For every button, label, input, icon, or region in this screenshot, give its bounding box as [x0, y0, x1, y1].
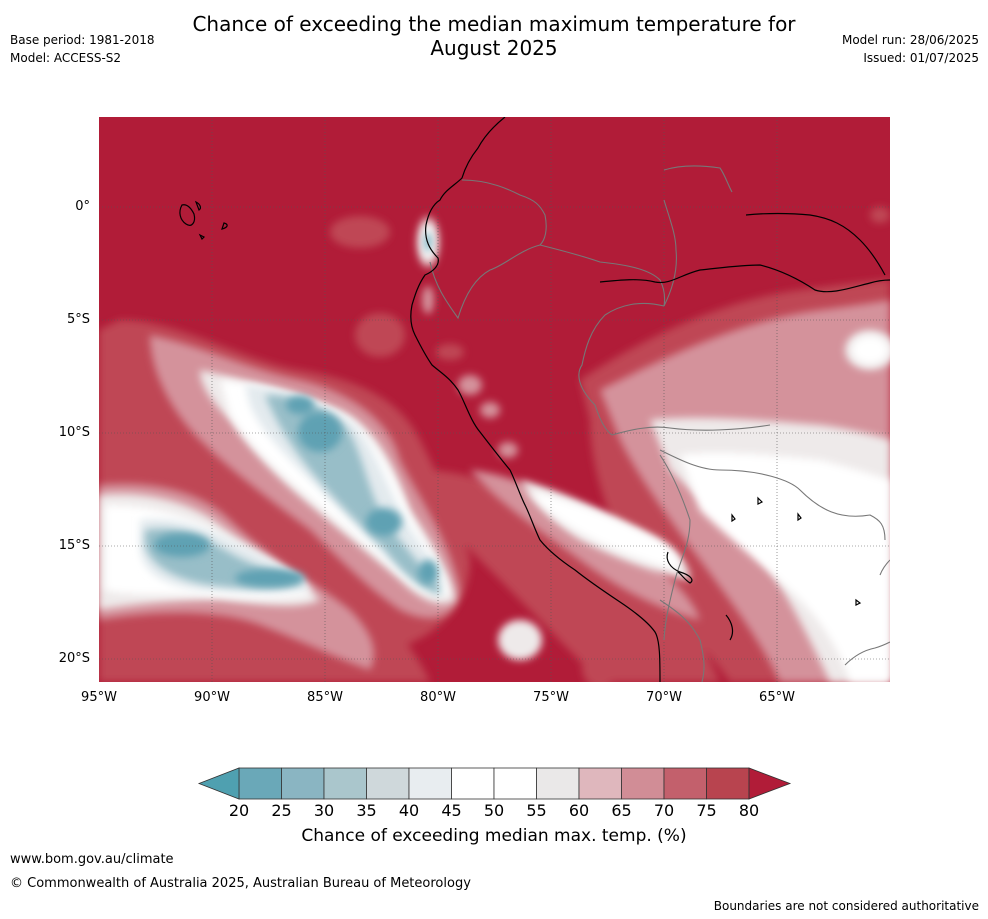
colorbar [197, 767, 792, 800]
colorbar-tick: 40 [398, 801, 420, 820]
lon-label-95w: 95°W [81, 690, 117, 705]
colorbar-cell [536, 767, 580, 800]
colorbar-tick: 60 [568, 801, 590, 820]
lon-label-80w: 80°W [420, 690, 456, 705]
colorbar-cell [451, 767, 495, 800]
colorbar-tick: 50 [483, 801, 505, 820]
lat-label-0: 0° [75, 199, 90, 214]
colorbar-tick: 80 [738, 801, 760, 820]
colorbar-tick: 70 [653, 801, 675, 820]
colorbar-cell [621, 767, 665, 800]
lat-label-20s: 20°S [58, 651, 90, 666]
colorbar-tick: 65 [611, 801, 632, 820]
map-title: Chance of exceeding the median maximum t… [150, 12, 838, 60]
colorbar-cell [663, 767, 707, 800]
bom-url: www.bom.gov.au/climate [10, 852, 174, 867]
graticule [99, 117, 890, 682]
country-borders [429, 165, 890, 682]
model-name: Model: ACCESS-S2 [10, 51, 122, 65]
colorbar-cell [408, 767, 452, 800]
colorbar-above-triangle [748, 767, 792, 800]
copyright: © Commonwealth of Australia 2025, Austra… [10, 876, 471, 891]
colorbar-cell [366, 767, 410, 800]
lon-label-75w: 75°W [533, 690, 569, 705]
colorbar-below-triangle [197, 767, 240, 800]
colorbar-tick: 35 [356, 801, 377, 820]
colorbar-cell [578, 767, 622, 800]
forecast-field [99, 117, 890, 682]
colorbar-cell [238, 767, 282, 800]
lat-label-5s: 5°S [66, 312, 90, 327]
lat-label-15s: 15°S [58, 538, 90, 553]
colorbar-tick: 55 [526, 801, 547, 820]
colorbar-cell [493, 767, 537, 800]
colorbar-cell [706, 767, 750, 800]
lon-label-65w: 65°W [759, 690, 795, 705]
lon-label-90w: 90°W [194, 690, 230, 705]
lon-label-85w: 85°W [307, 690, 343, 705]
lon-label-70w: 70°W [646, 690, 682, 705]
boundaries-disclaimer: Boundaries are not considered authoritat… [713, 899, 979, 913]
colorbar-cell [281, 767, 325, 800]
lat-label-10s: 10°S [58, 425, 90, 440]
colorbar-tick: 25 [271, 801, 292, 820]
colorbar-label: Chance of exceeding median max. temp. (%… [301, 826, 687, 846]
colorbar-cell [323, 767, 367, 800]
issued-date: Issued: 01/07/2025 [863, 51, 979, 65]
colorbar-tick: 20 [228, 801, 250, 820]
colorbar-tick: 75 [696, 801, 717, 820]
base-period: Base period: 1981-2018 [10, 33, 155, 47]
coastline [179, 117, 890, 682]
metadata-left: Base period: 1981-2018 Model: ACCESS-S2 [10, 31, 155, 67]
colorbar-tick: 45 [441, 801, 462, 820]
title-line-2: August 2025 [430, 36, 558, 60]
title-line-1: Chance of exceeding the median maximum t… [192, 12, 796, 36]
metadata-right: Model run: 28/06/2025 Issued: 01/07/2025 [842, 31, 979, 67]
colorbar-tick: 30 [313, 801, 335, 820]
model-run: Model run: 28/06/2025 [841, 33, 979, 47]
